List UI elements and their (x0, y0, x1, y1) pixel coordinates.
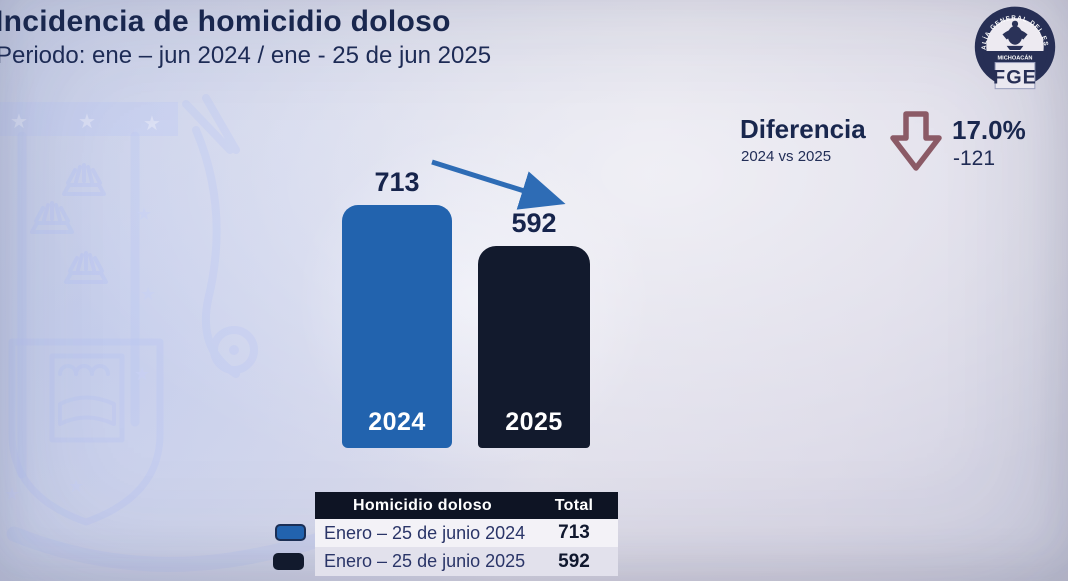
difference-sublabel: 2024 vs 2025 (741, 148, 832, 165)
page-title: Incidencia de homicidio doloso (0, 5, 451, 38)
down-block-arrow-icon (890, 111, 942, 171)
svg-text:★: ★ (140, 284, 156, 305)
difference-delta: -121 (953, 147, 996, 170)
bar-2024: 713 2024 (342, 167, 452, 448)
svg-text:★: ★ (68, 476, 84, 497)
watermark-scroll (182, 94, 258, 378)
legend-swatch-2025 (273, 553, 304, 570)
logo-acronym: FGE (993, 66, 1037, 88)
table-row-2024: Enero – 25 de junio 2024 713 (315, 519, 618, 547)
svg-text:★: ★ (4, 484, 20, 505)
logo-state-label: MICHOACÁN (998, 54, 1033, 61)
watermark-top-band (0, 102, 178, 136)
logo-acronym-plate (994, 62, 1036, 90)
table-row-2025-label: Enero – 25 de junio 2025 (324, 551, 526, 571)
svg-text:★: ★ (136, 204, 152, 225)
eagle-emblem (1002, 20, 1028, 50)
watermark-stars: ★ ★ ★ (10, 109, 161, 135)
table-header-row: Homicidio doloso Total (315, 492, 618, 519)
trend-down-arrow-icon (431, 159, 566, 210)
svg-text:★: ★ (143, 111, 161, 135)
watermark-frame (17, 131, 140, 479)
bar-2025-value-label: 592 (511, 208, 557, 238)
svg-text:★: ★ (78, 109, 96, 133)
table-header-total: Total (554, 496, 594, 514)
difference-label: Diferencia (740, 114, 866, 144)
table-header-category: Homicidio doloso (352, 496, 493, 514)
legend-swatch-2024 (275, 524, 306, 541)
summary-table: Homicidio doloso Total Enero – 25 de jun… (315, 492, 618, 576)
table-row-2024-label: Enero – 25 de junio 2024 (324, 522, 526, 543)
watermark-small-stars: ★ ★ ★ ★ ★ (4, 204, 156, 505)
difference-percent: 17.0% (952, 115, 1026, 145)
bar-2024-category-label: 2024 (368, 408, 426, 436)
watermark-crowns (30, 163, 108, 284)
fge-logo: FISCALÍA GENERAL DEL ESTADO MICHOACÁN FG… (968, 3, 1056, 90)
bar-2024-value-label: 713 (374, 167, 420, 197)
watermark-shield (8, 338, 164, 526)
table-row-2025-total: 592 (558, 550, 590, 572)
svg-text:★: ★ (10, 109, 28, 133)
table-row-2024-total: 713 (558, 522, 590, 543)
bar-2025-category-label: 2025 (505, 408, 563, 436)
page-subtitle: Periodo: ene – jun 2024 / ene - 25 de ju… (0, 42, 492, 69)
table-row-2025: Enero – 25 de junio 2025 592 (315, 547, 618, 576)
svg-text:★: ★ (134, 364, 150, 385)
bar-2025: 592 2025 (478, 208, 590, 448)
